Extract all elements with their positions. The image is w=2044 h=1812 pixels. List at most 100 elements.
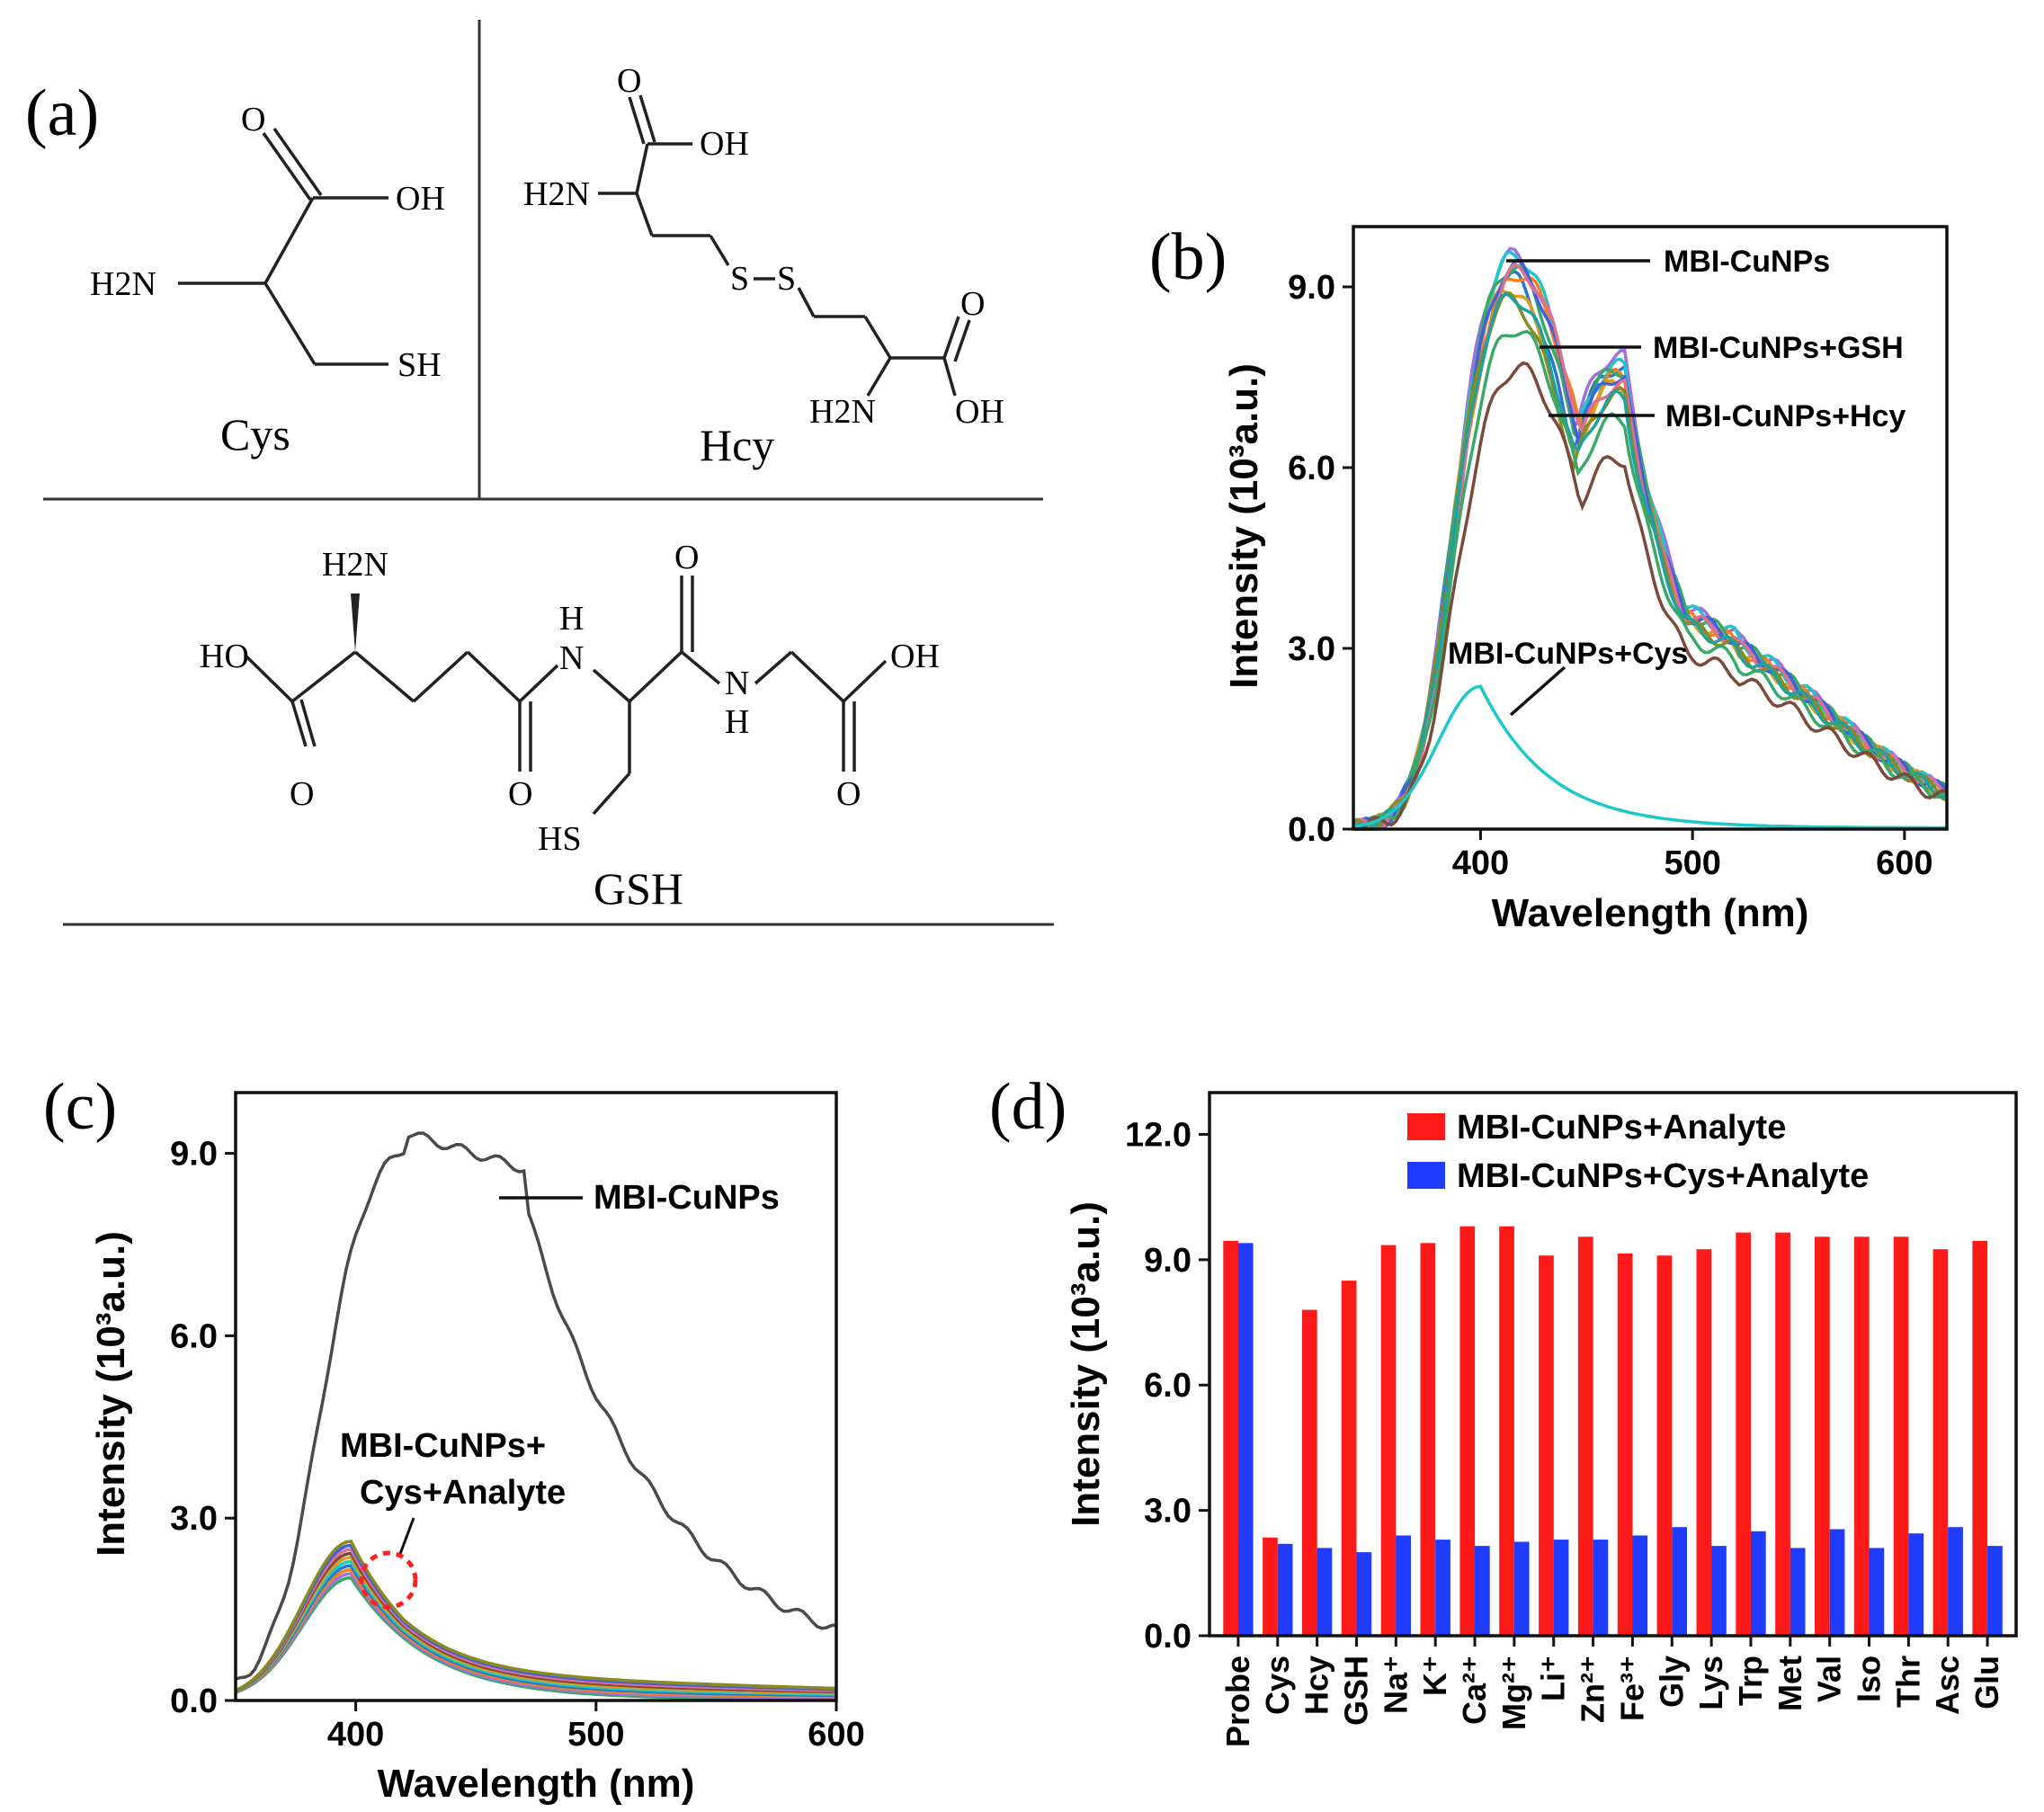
- gsh-hs-label: HS: [538, 820, 582, 858]
- panel-d-ticks: Probe Cys Hcy GSH Na⁺ K⁺ Ca²⁺ Mg²⁺ Li⁺ Zn²⁺ Fe³⁺ Gl…: [1125, 1116, 2005, 1747]
- panel-label-d: (d): [989, 1070, 1067, 1144]
- cys-h2n-label: H2N: [90, 265, 156, 303]
- c-ytick-label: 6.0: [170, 1317, 218, 1355]
- bar-analyte: [1499, 1226, 1514, 1636]
- gsh-h2n-label: H2N: [322, 546, 388, 584]
- bar-analyte: [1853, 1236, 1870, 1636]
- hcy-oh-label: OH: [700, 125, 749, 163]
- bar-analyte: [1775, 1232, 1790, 1636]
- d-category-label: Met: [1772, 1656, 1808, 1711]
- panel-d: (d) Probe Cys Hcy GSH Na⁺ K⁺ Ca²⁺ Mg²⁺ Li⁺ Zn²⁺ Fe…: [989, 1070, 2018, 1747]
- c-xtick-label: 600: [808, 1716, 864, 1754]
- gsh-name: GSH: [594, 863, 683, 914]
- hcy-name: Hcy: [700, 420, 774, 470]
- spectrum-b-10: [1352, 329, 1948, 831]
- b-ytick-label: 3.0: [1288, 630, 1335, 668]
- d-category-label: Thr: [1889, 1656, 1926, 1708]
- annot-b-cys: MBI-CuNPs+Cys: [1448, 637, 1688, 671]
- gsh-o-label-4: O: [836, 775, 861, 813]
- legend-swatch-cys-analyte: [1407, 1162, 1445, 1189]
- hcy-h2n-label: H2N: [523, 175, 590, 213]
- gsh-o-label-1: O: [290, 775, 314, 813]
- spectrum-c-mix-8: [235, 1543, 837, 1692]
- bar-cys-analyte: [1751, 1531, 1766, 1636]
- highlight-circle: [359, 1550, 418, 1610]
- d-category-label: Asc: [1929, 1656, 1966, 1715]
- spectrum-b-5: [1353, 263, 1948, 831]
- gsh-o-label-3: O: [674, 539, 699, 576]
- annot-b-gsh: MBI-CuNPs+GSH: [1653, 331, 1904, 365]
- d-category-label: K⁺: [1416, 1656, 1453, 1696]
- d-ytick-label: 12.0: [1125, 1116, 1192, 1154]
- bar-cys-analyte: [1475, 1546, 1490, 1636]
- annot-b-hcy: MBI-CuNPs+Hcy: [1665, 399, 1906, 433]
- d-category-label: GSH: [1337, 1656, 1374, 1726]
- gsh-n-label-1: N: [559, 639, 584, 677]
- bar-cys-analyte: [1513, 1541, 1530, 1636]
- panel-c: (c) 400 500 600 0.0 3.0 6.0 9.0 Wavelength (nm…: [43, 1070, 865, 1806]
- d-category-label: Mg²⁺: [1495, 1656, 1532, 1730]
- annot-c-mixture-1: MBI-CuNPs+: [340, 1427, 546, 1465]
- d-ytick-label: 9.0: [1144, 1242, 1192, 1280]
- annot-line-cys: [1509, 665, 1566, 717]
- bar-analyte: [1696, 1249, 1712, 1636]
- bar-analyte: [1302, 1309, 1317, 1636]
- gsh-o-label-2: O: [508, 775, 532, 813]
- panel-d-bars: [1223, 1226, 2003, 1636]
- bar-cys-analyte: [1356, 1552, 1372, 1636]
- bar-cys-analyte: [1237, 1243, 1254, 1636]
- panel-b-xlabel: Wavelength (nm): [1492, 891, 1809, 935]
- hcy-oh-label-2: OH: [955, 393, 1004, 431]
- bar-cys-analyte: [1553, 1540, 1569, 1636]
- b-xtick-label: 600: [1876, 844, 1932, 882]
- d-category-label: Lys: [1692, 1656, 1729, 1710]
- bar-cys-analyte: [1829, 1529, 1845, 1636]
- d-ytick-label: 0.0: [1144, 1618, 1192, 1656]
- panel-d-ylabel: Intensity (10³a.u.): [1064, 1201, 1108, 1527]
- b-ytick-label: 0.0: [1288, 811, 1335, 849]
- bar-cys-analyte: [1593, 1540, 1609, 1636]
- bar-analyte: [1617, 1253, 1633, 1636]
- gsh-wedge-bond: [351, 594, 360, 652]
- gsh-oh-label: OH: [890, 638, 940, 675]
- bar-cys-analyte: [1317, 1548, 1333, 1636]
- spectrum-c-cunps: [235, 1131, 837, 1681]
- bar-analyte: [1341, 1281, 1357, 1636]
- c-ytick-label: 3.0: [170, 1500, 218, 1538]
- gsh-ho-label: HO: [200, 638, 249, 675]
- annot-line-c-mixture: [398, 1517, 415, 1555]
- gsh-h-label-1: H: [559, 600, 584, 638]
- cys-o-label: O: [241, 101, 265, 138]
- panel-label-b: (b): [1149, 220, 1227, 294]
- b-xtick-label: 400: [1452, 844, 1509, 882]
- bar-analyte: [1420, 1243, 1436, 1636]
- d-category-label: Na⁺: [1377, 1656, 1414, 1714]
- d-ytick-label: 6.0: [1144, 1367, 1192, 1405]
- panel-label-c: (c): [43, 1070, 117, 1144]
- bar-cys-analyte: [1396, 1535, 1411, 1636]
- d-ytick-label: 3.0: [1144, 1493, 1192, 1531]
- hcy-structure: [598, 94, 971, 397]
- bar-cys-analyte: [1908, 1533, 1924, 1636]
- bar-analyte: [1736, 1232, 1751, 1636]
- hcy-s-label-2: S: [777, 260, 796, 298]
- bar-cys-analyte: [1948, 1527, 1963, 1636]
- hcy-h2n-label-2: H2N: [809, 393, 876, 431]
- bar-cys-analyte: [1435, 1540, 1450, 1636]
- panel-a: (a) O OH H2N SH Cys: [25, 20, 1054, 926]
- b-ytick-label: 6.0: [1288, 450, 1335, 487]
- gsh-h-label-2: H: [725, 703, 749, 741]
- annot-b-cunps: MBI-CuNPs: [1664, 245, 1830, 279]
- bar-cys-analyte: [1790, 1548, 1806, 1636]
- panel-b-ylabel: Intensity (10³a.u.): [1222, 363, 1266, 689]
- panel-label-a: (a): [25, 76, 99, 150]
- d-category-label: Zn²⁺: [1575, 1656, 1611, 1723]
- c-xtick-label: 400: [327, 1716, 384, 1754]
- d-category-label: Cys: [1259, 1656, 1296, 1715]
- bar-cys-analyte: [1869, 1548, 1885, 1636]
- annot-c-cunps: MBI-CuNPs: [594, 1179, 780, 1217]
- d-category-label: Li⁺: [1535, 1656, 1572, 1701]
- d-category-label: Hcy: [1299, 1656, 1335, 1715]
- d-category-label: Iso: [1851, 1656, 1888, 1702]
- legend-cys-analyte: MBI-CuNPs+Cys+Analyte: [1457, 1157, 1869, 1195]
